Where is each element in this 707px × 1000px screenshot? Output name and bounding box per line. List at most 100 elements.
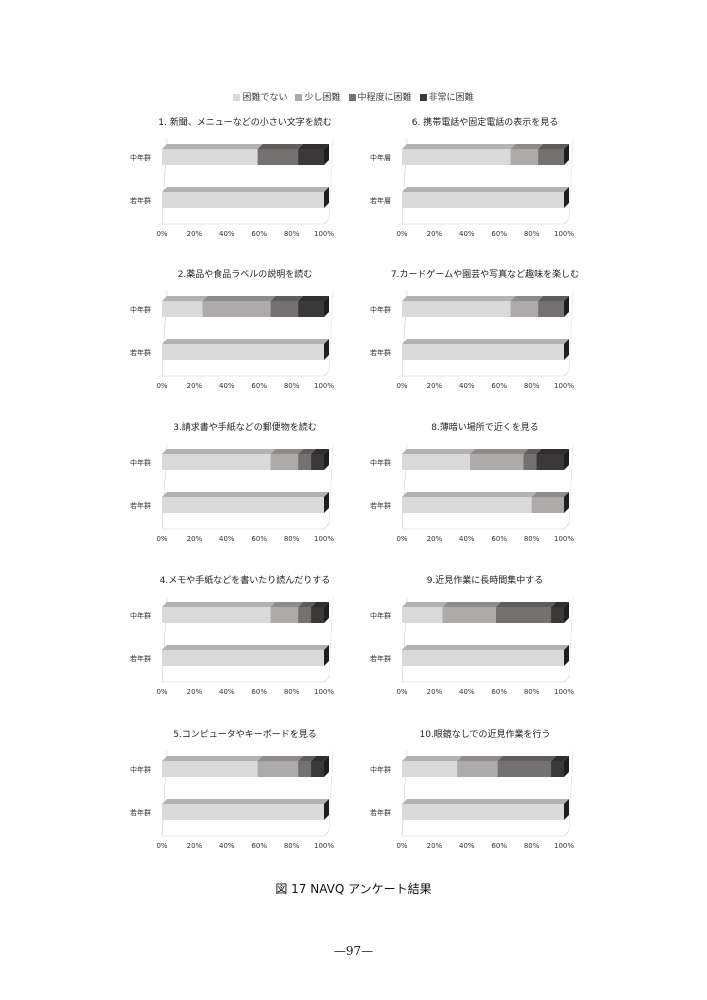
bar-segment bbox=[523, 449, 542, 470]
bar-segment bbox=[257, 144, 304, 165]
x-tick-label: 100% bbox=[314, 382, 334, 390]
x-tick-label: 60% bbox=[251, 688, 267, 696]
bar-side-face bbox=[564, 799, 569, 820]
x-tick-label: 20% bbox=[187, 842, 203, 850]
bar-top-face bbox=[402, 449, 476, 454]
bar-front-face bbox=[162, 454, 271, 470]
bar-top-face bbox=[162, 645, 329, 650]
x-tick-label: 80% bbox=[524, 842, 540, 850]
bar-side-face bbox=[324, 756, 329, 777]
chart-panel: 3.請求書や手紙などの郵便物を読む 0% 20% 40% 60% 80% 100% 中年群 若年… bbox=[130, 420, 360, 560]
bar-top-face bbox=[162, 187, 329, 192]
axis-right-wall bbox=[568, 138, 574, 220]
x-tick-label: 80% bbox=[524, 535, 540, 543]
bar-top-face bbox=[257, 756, 304, 761]
chart-panel: 1. 新聞、メニューなどの小さい文字を読む 0% 20% 40% 60% 80% 100% 中… bbox=[130, 115, 360, 255]
bar-top-face bbox=[257, 144, 304, 149]
bar-top-face bbox=[538, 144, 569, 149]
bar-front-face bbox=[311, 761, 324, 777]
chart-legend: 困難でない 少し困難 中程度に困難 非常に困難 bbox=[0, 90, 707, 103]
x-tick-label: 40% bbox=[219, 842, 235, 850]
bar-top-face bbox=[298, 144, 329, 149]
bar-side-face bbox=[324, 449, 329, 470]
bar-top-face bbox=[270, 602, 304, 607]
bar-segment bbox=[162, 756, 263, 777]
bar-top-face bbox=[402, 756, 463, 761]
bar-front-face bbox=[402, 149, 511, 165]
bar-side-face bbox=[564, 187, 569, 208]
bar-front-face bbox=[162, 301, 203, 317]
chart-panel: 8.薄暗い場所で近くを見る 0% 20% 40% 60% 80% 100% 中年群 若年群 bbox=[370, 420, 600, 560]
axis-floor-edge bbox=[563, 523, 570, 530]
x-tick-label: 0% bbox=[396, 842, 407, 850]
chart-title: 2.薬品や食品ラベルの説明を読む bbox=[177, 270, 313, 280]
bar-top-face bbox=[270, 296, 304, 301]
bar-segment bbox=[162, 296, 208, 317]
chart-panel: 2.薬品や食品ラベルの説明を読む 0% 20% 40% 60% 80% 100% 中年群 若年群 bbox=[130, 267, 360, 407]
bar-top-face bbox=[402, 492, 537, 497]
bar-segment bbox=[402, 144, 516, 165]
x-tick-label: 20% bbox=[427, 230, 443, 238]
bar-front-face bbox=[402, 344, 564, 360]
bar-side-face bbox=[324, 187, 329, 208]
category-label: 中年群 bbox=[370, 765, 391, 774]
axis-right-wall bbox=[328, 138, 334, 220]
chart-title: 8.薄暗い場所で近くを見る bbox=[431, 423, 539, 433]
x-tick-label: 80% bbox=[524, 382, 540, 390]
bar-top-face bbox=[298, 449, 317, 454]
bar-front-face bbox=[298, 149, 324, 165]
bar-segment bbox=[497, 756, 557, 777]
bar-top-face bbox=[470, 449, 529, 454]
category-label: 若年群 bbox=[370, 808, 391, 817]
x-tick-label: 100% bbox=[314, 230, 334, 238]
bar-front-face bbox=[311, 607, 324, 623]
bar-segment bbox=[162, 799, 329, 820]
legend-swatch bbox=[233, 94, 241, 101]
bar-segment bbox=[551, 602, 569, 623]
bar-segment bbox=[298, 296, 329, 317]
bar-front-face bbox=[538, 149, 564, 165]
bar-front-face bbox=[402, 761, 458, 777]
bar-top-face bbox=[457, 756, 503, 761]
x-tick-label: 0% bbox=[156, 688, 167, 696]
bar-front-face bbox=[257, 149, 299, 165]
bar-front-face bbox=[298, 761, 312, 777]
bar-segment bbox=[162, 449, 276, 470]
x-tick-label: 20% bbox=[187, 535, 203, 543]
bar-front-face bbox=[162, 804, 324, 820]
bar-top-face bbox=[298, 602, 317, 607]
bar-segment bbox=[202, 296, 276, 317]
x-tick-label: 60% bbox=[251, 382, 267, 390]
bar-side-face bbox=[324, 492, 329, 513]
axis-right-wall bbox=[568, 290, 574, 372]
x-tick-label: 20% bbox=[427, 842, 443, 850]
axis-floor-edge bbox=[323, 676, 330, 683]
bar-side-face bbox=[564, 645, 569, 666]
legend-swatch bbox=[419, 94, 427, 101]
bar-segment bbox=[162, 187, 329, 208]
bar-front-face bbox=[298, 301, 324, 317]
bar-top-face bbox=[298, 756, 317, 761]
category-label: 若年群 bbox=[130, 808, 151, 817]
category-label: 若年群 bbox=[130, 196, 151, 205]
x-tick-label: 40% bbox=[459, 230, 475, 238]
bar-top-face bbox=[523, 449, 542, 454]
bar-top-face bbox=[311, 756, 329, 761]
bar-segment bbox=[162, 339, 329, 360]
bar-top-face bbox=[531, 492, 569, 497]
chart-panel: 7.カードゲームや園芸や写真など趣味を楽しむ 0% 20% 40% 60% 80% 100%… bbox=[370, 267, 600, 407]
bar-segment bbox=[531, 492, 569, 513]
bar-segment bbox=[298, 449, 317, 470]
x-tick-label: 0% bbox=[156, 842, 167, 850]
chart-panel: 6. 携帯電話や固定電話の表示を見る 0% 20% 40% 60% 80% 100% 中年層若… bbox=[370, 115, 600, 255]
x-tick-label: 0% bbox=[156, 382, 167, 390]
bar-top-face bbox=[402, 799, 569, 804]
bar-front-face bbox=[510, 149, 539, 165]
bar-segment bbox=[298, 602, 317, 623]
bar-top-face bbox=[270, 449, 304, 454]
bar-segment bbox=[442, 602, 501, 623]
bar-segment bbox=[402, 602, 448, 623]
bar-segment bbox=[402, 339, 569, 360]
